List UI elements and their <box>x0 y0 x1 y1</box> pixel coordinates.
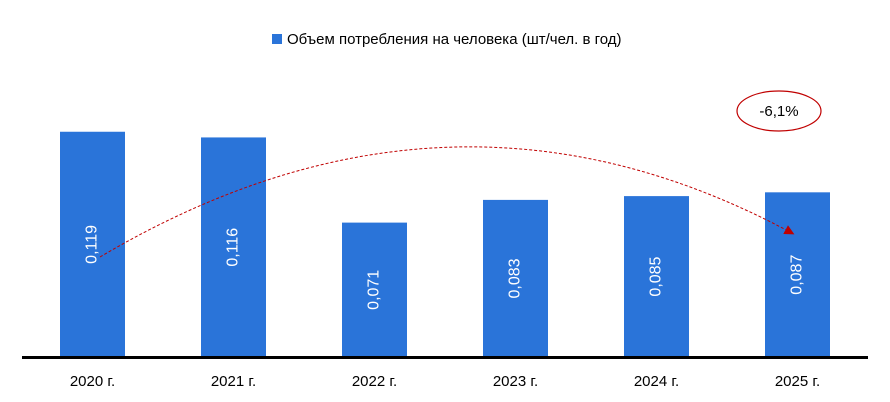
value-label: 0,083 <box>507 258 524 298</box>
trend-arrow <box>99 146 795 258</box>
x-tick-label: 2024 г. <box>634 373 679 390</box>
x-tick-label: 2020 г. <box>70 373 115 390</box>
value-label: 0,087 <box>789 255 806 295</box>
x-tick-label: 2021 г. <box>211 373 256 390</box>
bar <box>60 131 125 357</box>
bar <box>201 137 266 357</box>
x-tick-label: 2022 г. <box>352 373 397 390</box>
annotation: -6,1% <box>759 103 798 120</box>
legend-swatch <box>272 34 282 44</box>
annotation-ellipse <box>736 90 822 132</box>
bar <box>624 196 689 357</box>
bar <box>765 192 830 357</box>
legend-label: Объем потребления на человека (шт/чел. в… <box>287 31 622 48</box>
x-tick-label: 2025 г. <box>775 373 820 390</box>
value-label: 0,116 <box>225 228 242 267</box>
bar <box>342 222 407 357</box>
value-label: 0,119 <box>84 225 101 264</box>
bar <box>483 199 548 357</box>
value-label: 0,085 <box>648 256 665 296</box>
value-label: 0,071 <box>366 270 383 310</box>
x-tick-label: 2023 г. <box>493 373 538 390</box>
bars: 0,119 2020 г. 0,116 2021 г. 0,071 2022 г. 0,08… <box>60 131 830 390</box>
